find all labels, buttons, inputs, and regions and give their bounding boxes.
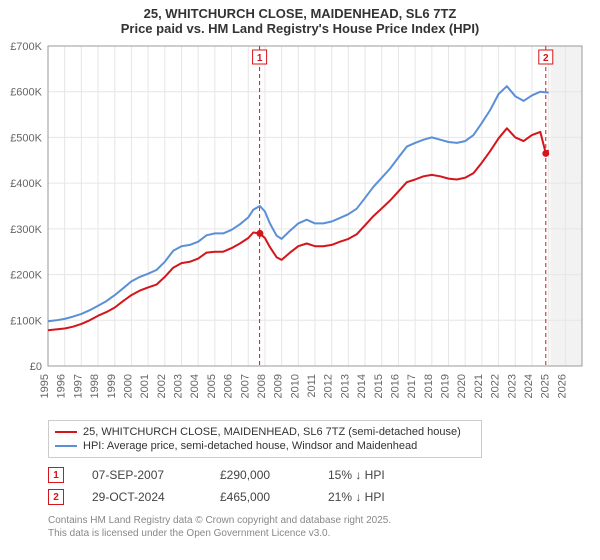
- svg-text:2021: 2021: [473, 374, 485, 398]
- sale-date: 07-SEP-2007: [92, 468, 192, 482]
- svg-text:1999: 1999: [106, 374, 118, 398]
- svg-text:2020: 2020: [456, 374, 468, 398]
- svg-text:1997: 1997: [72, 374, 84, 398]
- svg-text:£300K: £300K: [10, 224, 42, 236]
- legend-swatch: [55, 431, 77, 433]
- line-chart-svg: £0 £100K £200K £300K £400K £500K £600K £700K 199…: [0, 36, 600, 416]
- svg-text:2017: 2017: [406, 374, 418, 398]
- sale-date: 29-OCT-2024: [92, 490, 192, 504]
- sale-price: £290,000: [220, 468, 300, 482]
- svg-text:2026: 2026: [556, 374, 568, 398]
- legend-label: 25, WHITCHURCH CLOSE, MAIDENHEAD, SL6 7T…: [83, 426, 461, 438]
- svg-text:2010: 2010: [289, 374, 301, 398]
- legend-swatch: [55, 445, 77, 447]
- title-block: 25, WHITCHURCH CLOSE, MAIDENHEAD, SL6 7T…: [0, 0, 600, 36]
- svg-text:2016: 2016: [389, 374, 401, 398]
- sale-price: £465,000: [220, 490, 300, 504]
- footer: Contains HM Land Registry data © Crown c…: [48, 514, 600, 540]
- svg-text:£0: £0: [30, 361, 42, 373]
- svg-text:2003: 2003: [173, 374, 185, 398]
- svg-text:2013: 2013: [339, 374, 351, 398]
- svg-text:£600K: £600K: [10, 87, 42, 99]
- svg-text:2024: 2024: [523, 374, 535, 398]
- sale-diff: 15% ↓ HPI: [328, 468, 428, 482]
- svg-text:1: 1: [257, 53, 263, 64]
- sale-row: 1 07-SEP-2007 £290,000 15% ↓ HPI: [48, 464, 600, 486]
- svg-text:2009: 2009: [273, 374, 285, 398]
- svg-text:£700K: £700K: [10, 41, 42, 53]
- svg-text:2004: 2004: [189, 374, 201, 398]
- footer-line1: Contains HM Land Registry data © Crown c…: [48, 514, 600, 527]
- svg-text:£100K: £100K: [10, 315, 42, 327]
- svg-text:£500K: £500K: [10, 132, 42, 144]
- svg-text:2022: 2022: [490, 374, 502, 398]
- svg-text:2001: 2001: [139, 374, 151, 398]
- svg-text:1998: 1998: [89, 374, 101, 398]
- sale-diff: 21% ↓ HPI: [328, 490, 428, 504]
- svg-text:2: 2: [543, 53, 549, 64]
- svg-text:2005: 2005: [206, 374, 218, 398]
- chart-container: 25, WHITCHURCH CLOSE, MAIDENHEAD, SL6 7T…: [0, 0, 600, 560]
- legend: 25, WHITCHURCH CLOSE, MAIDENHEAD, SL6 7T…: [48, 420, 482, 458]
- svg-text:£200K: £200K: [10, 270, 42, 282]
- svg-text:2000: 2000: [122, 374, 134, 398]
- svg-text:2007: 2007: [239, 374, 251, 398]
- sale-marker-badge: 1: [48, 467, 64, 483]
- svg-text:2025: 2025: [540, 374, 552, 398]
- svg-text:2018: 2018: [423, 374, 435, 398]
- svg-text:2006: 2006: [223, 374, 235, 398]
- svg-text:2023: 2023: [506, 374, 518, 398]
- svg-text:2014: 2014: [356, 374, 368, 398]
- title-address: 25, WHITCHURCH CLOSE, MAIDENHEAD, SL6 7T…: [0, 6, 600, 21]
- footer-line2: This data is licensed under the Open Gov…: [48, 527, 600, 540]
- svg-text:2012: 2012: [323, 374, 335, 398]
- legend-label: HPI: Average price, semi-detached house,…: [83, 440, 417, 452]
- svg-text:2002: 2002: [156, 374, 168, 398]
- sale-row: 2 29-OCT-2024 £465,000 21% ↓ HPI: [48, 486, 600, 508]
- svg-text:2008: 2008: [256, 374, 268, 398]
- svg-text:2015: 2015: [373, 374, 385, 398]
- svg-text:2011: 2011: [306, 374, 318, 398]
- svg-text:1996: 1996: [56, 374, 68, 398]
- legend-item: HPI: Average price, semi-detached house,…: [55, 439, 475, 453]
- legend-item: 25, WHITCHURCH CLOSE, MAIDENHEAD, SL6 7T…: [55, 425, 475, 439]
- sale-marker-badge: 2: [48, 489, 64, 505]
- title-subtitle: Price paid vs. HM Land Registry's House …: [0, 21, 600, 36]
- svg-text:£400K: £400K: [10, 178, 42, 190]
- chart-area: £0 £100K £200K £300K £400K £500K £600K £700K 199…: [0, 36, 600, 416]
- sales-table: 1 07-SEP-2007 £290,000 15% ↓ HPI 2 29-OCT-202…: [48, 464, 600, 508]
- svg-text:1995: 1995: [39, 374, 51, 398]
- svg-text:2019: 2019: [440, 374, 452, 398]
